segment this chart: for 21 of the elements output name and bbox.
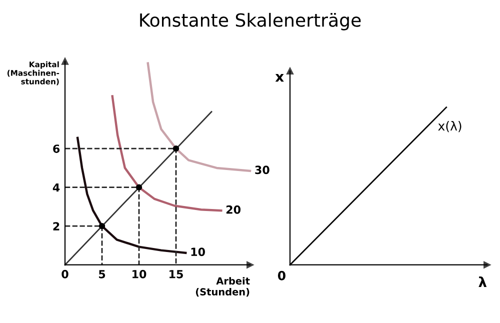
- line-series: [111, 95, 222, 212]
- line-series: [76, 136, 187, 254]
- series-label: 20: [226, 205, 241, 214]
- y-tick-label: 2: [53, 222, 60, 230]
- point: [172, 145, 180, 152]
- x-tick-label: 10: [132, 270, 146, 278]
- y-tick-label: 4: [52, 183, 60, 192]
- point: [98, 223, 106, 230]
- annotation: x(λ): [438, 120, 462, 132]
- x-tick-label: 15: [170, 270, 183, 278]
- series-label: 30: [255, 166, 270, 174]
- x-axis-title: Arbeit (Stunden): [196, 277, 250, 297]
- x-tick-label: 0: [62, 270, 68, 278]
- y-axis-title: x: [275, 74, 284, 82]
- series-label: 10: [191, 248, 205, 256]
- chart-title: Konstante Skalenerträge: [140, 12, 361, 30]
- line-series: [146, 62, 252, 172]
- y-tick-label: 6: [53, 144, 60, 153]
- point: [136, 184, 142, 190]
- x-axis-title: λ: [478, 276, 487, 288]
- x-tick-label: 5: [98, 270, 106, 278]
